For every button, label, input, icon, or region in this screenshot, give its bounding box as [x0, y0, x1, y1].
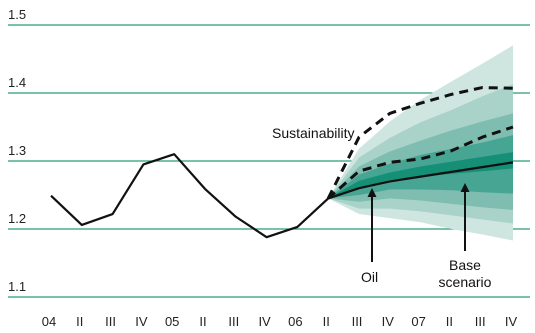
x-tick-label: III	[105, 314, 116, 329]
x-tick-label: IV	[135, 314, 148, 329]
sustainability-label: Sustainability	[272, 125, 355, 141]
x-tick-label: III	[228, 314, 239, 329]
y-tick-label: 1.2	[8, 211, 26, 226]
x-tick-label: 06	[288, 314, 302, 329]
y-axis-ticks: 1.1 1.2 1.3 1.4 1.5	[8, 7, 26, 294]
x-tick-label: IV	[258, 314, 271, 329]
x-tick-label: II	[446, 314, 453, 329]
y-tick-label: 1.5	[8, 7, 26, 22]
y-tick-label: 1.3	[8, 143, 26, 158]
x-tick-label: II	[323, 314, 330, 329]
x-tick-label: II	[76, 314, 83, 329]
base-scenario-label-line: Base	[449, 257, 481, 273]
base-scenario-label-line: scenario	[439, 274, 492, 290]
x-tick-label: 04	[42, 314, 56, 329]
x-tick-label: 05	[165, 314, 179, 329]
x-tick-label: 07	[411, 314, 425, 329]
x-tick-label: IV	[382, 314, 395, 329]
x-tick-label: III	[475, 314, 486, 329]
y-tick-label: 1.1	[8, 279, 26, 294]
x-tick-label: II	[199, 314, 206, 329]
x-axis-ticks: 04 II III IV 05 II III IV 06 II III IV 07 II III IV	[42, 314, 518, 329]
y-tick-label: 1.4	[8, 75, 26, 90]
oil-label: Oil	[361, 269, 378, 285]
x-tick-label: III	[352, 314, 363, 329]
x-tick-label: IV	[505, 314, 518, 329]
